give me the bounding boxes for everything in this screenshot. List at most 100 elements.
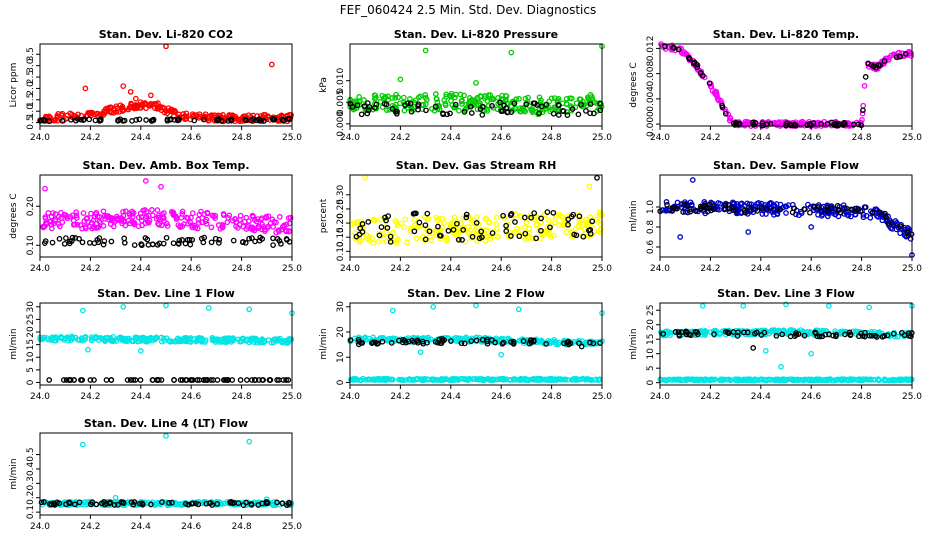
x-tick-label: 24.2 [700,133,720,143]
data-point [436,215,442,222]
chart-title: Stan. Dev. Amb. Box Temp. [82,159,249,172]
data-point [100,241,107,248]
data-point [411,216,418,223]
data-point [268,61,275,68]
data-point [82,225,89,232]
data-point [207,500,214,506]
data-point [93,501,100,508]
data-point [523,101,530,108]
data-point [184,336,190,343]
y-tick-label: 0.000 [646,111,656,137]
data-point [881,376,888,383]
data-point [442,100,449,107]
data-point [97,117,103,124]
data-point [86,116,93,123]
x-tick-label: 24.2 [80,522,100,532]
plot-frame [659,43,913,127]
y-tick-label: 0.8 [646,220,656,235]
data-point [402,377,408,384]
plot-frame [349,43,603,127]
data-point [508,233,514,239]
chart-title: Stan. Dev. Li-820 Temp. [713,28,859,41]
data-point [583,108,589,114]
data-point [503,228,510,234]
data-point [740,303,747,309]
data-point [248,117,255,124]
data-point [415,106,421,113]
data-point [40,224,47,231]
data-point [691,376,698,383]
x-tick-label: 24.6 [181,522,201,532]
x-tick-label: 24.4 [131,133,151,143]
data-point [170,211,177,218]
data-point [531,210,538,216]
data-point [672,329,679,335]
data-point [503,105,510,111]
y-tick-label: 20 [646,319,656,331]
data-point [200,116,207,123]
data-point [251,335,258,342]
data-point [448,338,454,344]
data-point [283,227,290,234]
data-point [791,205,798,212]
data-point [111,109,117,116]
data-point [111,218,118,225]
data-point [169,338,175,345]
data-point [407,377,414,383]
data-point [266,377,273,383]
data-point [453,232,460,239]
data-point [263,213,269,220]
data-point [779,331,786,338]
data-point [107,221,114,227]
x-tick-label: 24.0 [340,133,360,143]
data-point [792,377,799,383]
data-point [156,240,163,247]
data-point [206,117,213,123]
data-point [664,201,670,208]
data-point [202,339,208,345]
data-point [148,501,154,508]
data-point [69,234,76,241]
data-point [684,202,691,209]
data-point [905,230,911,236]
data-point [521,214,528,221]
data-point [138,242,145,249]
data-point [473,79,479,86]
data-point [354,102,361,109]
data-point [860,107,866,114]
data-point [73,212,80,219]
data-point [154,105,161,112]
data-point [860,102,867,109]
x-tick-label: 24.6 [801,133,821,143]
data-point [538,227,544,234]
data-point [677,234,684,240]
data-point [55,111,62,117]
data-point [883,214,889,220]
data-point [587,101,594,107]
data-point [882,210,888,217]
data-point [135,214,142,221]
data-point [859,117,865,123]
data-point [869,209,876,216]
data-point [697,203,704,210]
data-point [131,242,138,248]
data-point [392,95,399,101]
y-tick-label: 0 [646,380,656,386]
x-tick-label: 24.8 [232,264,252,274]
data-point [270,235,276,242]
data-point [890,330,897,337]
data-point [580,233,587,240]
chart-panel: Stan. Dev. Line 3 Flow 24.0 24.2 24.4 24.6 24… [629,287,922,402]
data-point [422,95,429,101]
y-axis-label: ml/min [9,458,19,489]
data-point [415,94,422,101]
data-point [156,221,162,228]
data-point [443,236,450,243]
data-point [189,210,196,217]
data-point [179,237,185,243]
x-tick-label: 24.2 [700,392,720,402]
y-tick-label: 0.3 [26,476,36,490]
data-point [397,76,404,83]
y-tick-label: 30 [26,301,36,313]
data-point [159,211,165,217]
